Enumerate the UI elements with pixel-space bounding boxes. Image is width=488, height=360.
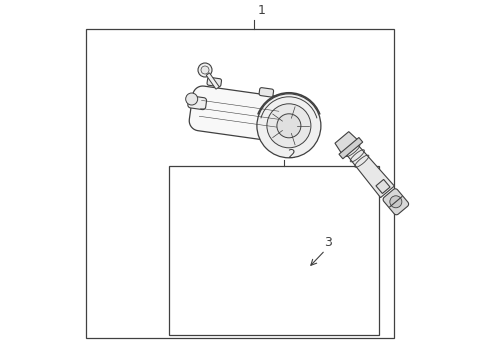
Circle shape: [276, 114, 300, 138]
Polygon shape: [382, 189, 408, 215]
Polygon shape: [259, 87, 273, 97]
Polygon shape: [336, 134, 394, 198]
Text: 2: 2: [286, 148, 294, 161]
Polygon shape: [206, 77, 221, 87]
Text: 1: 1: [257, 4, 265, 17]
Circle shape: [185, 93, 197, 105]
Circle shape: [266, 104, 310, 148]
Circle shape: [389, 196, 401, 208]
Circle shape: [201, 66, 208, 74]
Polygon shape: [189, 86, 306, 144]
Polygon shape: [334, 132, 360, 157]
Polygon shape: [206, 73, 219, 89]
Circle shape: [198, 63, 212, 77]
Bar: [168, 166, 378, 335]
Polygon shape: [338, 138, 362, 159]
Bar: [85, 29, 393, 338]
Circle shape: [256, 94, 320, 158]
Text: 3: 3: [323, 237, 331, 249]
Polygon shape: [375, 179, 389, 193]
Polygon shape: [187, 96, 206, 109]
